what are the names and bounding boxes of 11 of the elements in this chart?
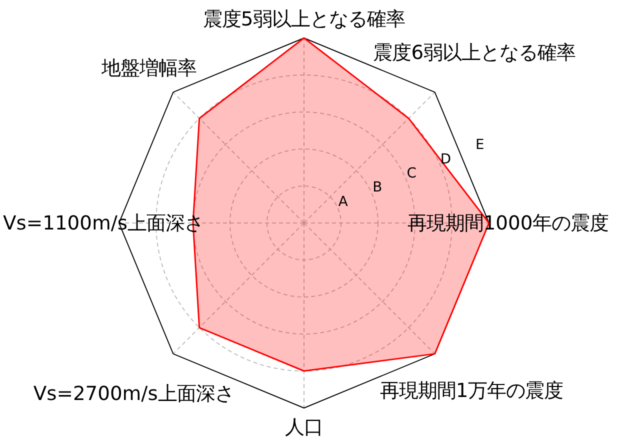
ytick-label: E bbox=[476, 137, 484, 154]
ytick-label: B bbox=[372, 180, 382, 196]
ytick-label: A bbox=[338, 194, 348, 210]
category-label: 地盤増幅率 bbox=[102, 56, 197, 80]
category-label: 震度6弱以上となる確率 bbox=[373, 41, 576, 64]
ytick-label: C bbox=[406, 166, 416, 182]
category-label: 再現期間1万年の震度 bbox=[380, 379, 564, 402]
ytick-label: D bbox=[440, 151, 452, 168]
category-label: 人口 bbox=[285, 416, 323, 438]
category-label: 震度5弱以上となる確率 bbox=[202, 8, 406, 30]
category-label: Vs=2700m/s上面深さ bbox=[33, 382, 234, 405]
